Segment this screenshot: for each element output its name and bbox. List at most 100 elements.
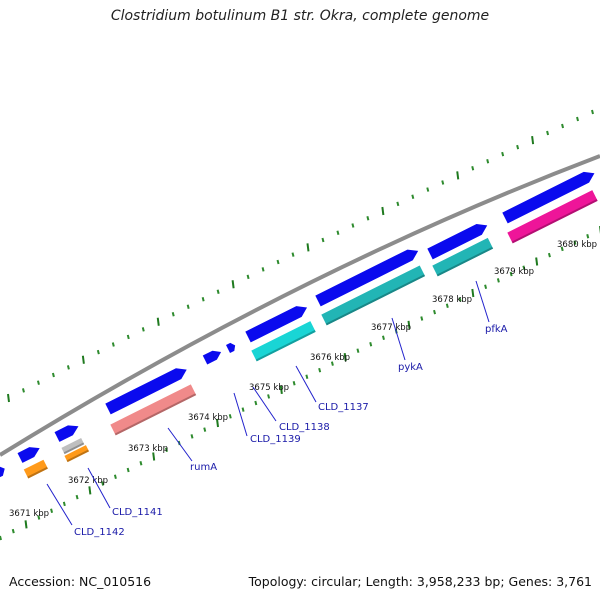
outer-tick — [486, 158, 490, 164]
outer-tick — [576, 116, 579, 122]
gene-label: pykA — [398, 362, 423, 373]
outer-tick — [516, 144, 520, 150]
inner-tick — [330, 361, 334, 366]
gene-arrow — [502, 171, 595, 224]
scale-label: 3680 kbp — [557, 240, 597, 250]
gene-label: CLD_1141 — [112, 507, 163, 518]
feature-block — [321, 265, 426, 326]
inner-tick — [101, 481, 105, 486]
inner-tick — [50, 508, 54, 513]
outer-tick — [126, 334, 130, 340]
feature-block — [432, 237, 494, 277]
inner-tick — [509, 271, 513, 277]
feature-shadow — [66, 449, 90, 463]
inner-tick — [0, 535, 2, 541]
outer-tick — [111, 342, 115, 347]
gene-arrow — [54, 425, 79, 442]
inner-tick — [547, 252, 551, 258]
outer-tick — [216, 289, 220, 294]
feature-block — [61, 438, 85, 455]
outer-tick — [276, 259, 280, 265]
outer-tick — [411, 194, 415, 199]
outer-tick — [66, 365, 70, 370]
scale-label: 3679 kbp — [494, 267, 534, 277]
feature-shadow — [114, 393, 197, 436]
leader-line — [46, 483, 73, 526]
inner-tick — [356, 348, 360, 353]
inner-tick — [433, 309, 437, 315]
accession-text: Accession: NC_010516 — [9, 574, 152, 589]
inner-tick — [164, 447, 168, 452]
outer-tick — [51, 372, 55, 378]
outer-tick — [291, 252, 295, 257]
leader-line — [233, 392, 248, 437]
gene-label: CLD_1139 — [250, 434, 301, 445]
gene-arrow — [17, 447, 40, 463]
genome-summary-text: Topology: circular; Length: 3,958,233 bp… — [248, 574, 592, 589]
inner-tick — [254, 400, 258, 406]
inner-tick — [318, 367, 322, 373]
outer-tick — [141, 327, 145, 332]
outer-tick — [306, 243, 310, 252]
leader-line — [87, 467, 111, 509]
outer-tick — [231, 280, 235, 289]
gene-arrow — [427, 224, 488, 260]
scale-label: 3674 kbp — [188, 413, 228, 423]
inner-tick — [24, 520, 28, 529]
inner-tick — [62, 501, 66, 507]
outer-tick — [591, 109, 594, 115]
gene-arrow — [245, 306, 308, 343]
inner-tick — [279, 385, 283, 394]
outer-tick — [7, 393, 10, 403]
outer-tick — [22, 388, 25, 393]
outer-tick — [171, 311, 175, 317]
feature-shadow — [436, 246, 494, 277]
scale-labels: 3671 kbp 3672 kbp 3673 kbp 3674 kbp 3675 kbp… — [9, 240, 597, 519]
inner-tick — [88, 486, 92, 495]
inner-tick — [471, 288, 475, 298]
scale-label: 3672 kbp — [68, 476, 108, 486]
outer-tick — [96, 349, 100, 355]
feature-track — [0, 171, 598, 479]
outer-tick — [471, 166, 475, 171]
inner-tick — [126, 467, 130, 473]
outer-tick — [531, 135, 535, 145]
inner-tick — [75, 494, 79, 500]
inner-tick — [522, 265, 526, 271]
outer-tick — [336, 230, 340, 235]
gene-arrow — [315, 249, 419, 307]
outer-tick — [381, 206, 385, 216]
inner-tick — [139, 460, 143, 466]
gene-arrow — [105, 368, 187, 415]
outer-tick — [186, 304, 190, 309]
outer-tick — [156, 317, 160, 326]
leader-line — [167, 427, 193, 462]
feature-block — [507, 190, 598, 244]
gene-label: CLD_1137 — [318, 402, 369, 413]
inner-tick — [203, 427, 207, 432]
inner-tick — [267, 394, 271, 399]
outer-tick — [396, 201, 400, 207]
inner-tick — [560, 246, 564, 252]
feature-shadow — [63, 442, 85, 455]
inner-tick — [292, 381, 296, 386]
outer-tick — [501, 151, 505, 157]
feature-block — [64, 445, 90, 463]
leader-line — [295, 365, 317, 403]
inner-tick — [535, 257, 539, 266]
scale-label: 3675 kbp — [249, 383, 289, 393]
outer-tick — [366, 216, 370, 221]
inner-tick — [305, 374, 309, 379]
inner-tick — [369, 341, 373, 347]
outer-tick — [426, 187, 430, 192]
inner-tick — [496, 278, 500, 283]
scale-label: 3677 kbp — [371, 323, 411, 333]
scale-label: 3671 kbp — [9, 509, 49, 519]
inner-tick — [190, 434, 194, 439]
inner-tick — [458, 297, 462, 302]
scale-label: 3678 kbp — [432, 295, 472, 305]
outer-tick — [261, 267, 265, 272]
inner-tick — [113, 474, 117, 480]
inner-tick — [11, 528, 15, 534]
